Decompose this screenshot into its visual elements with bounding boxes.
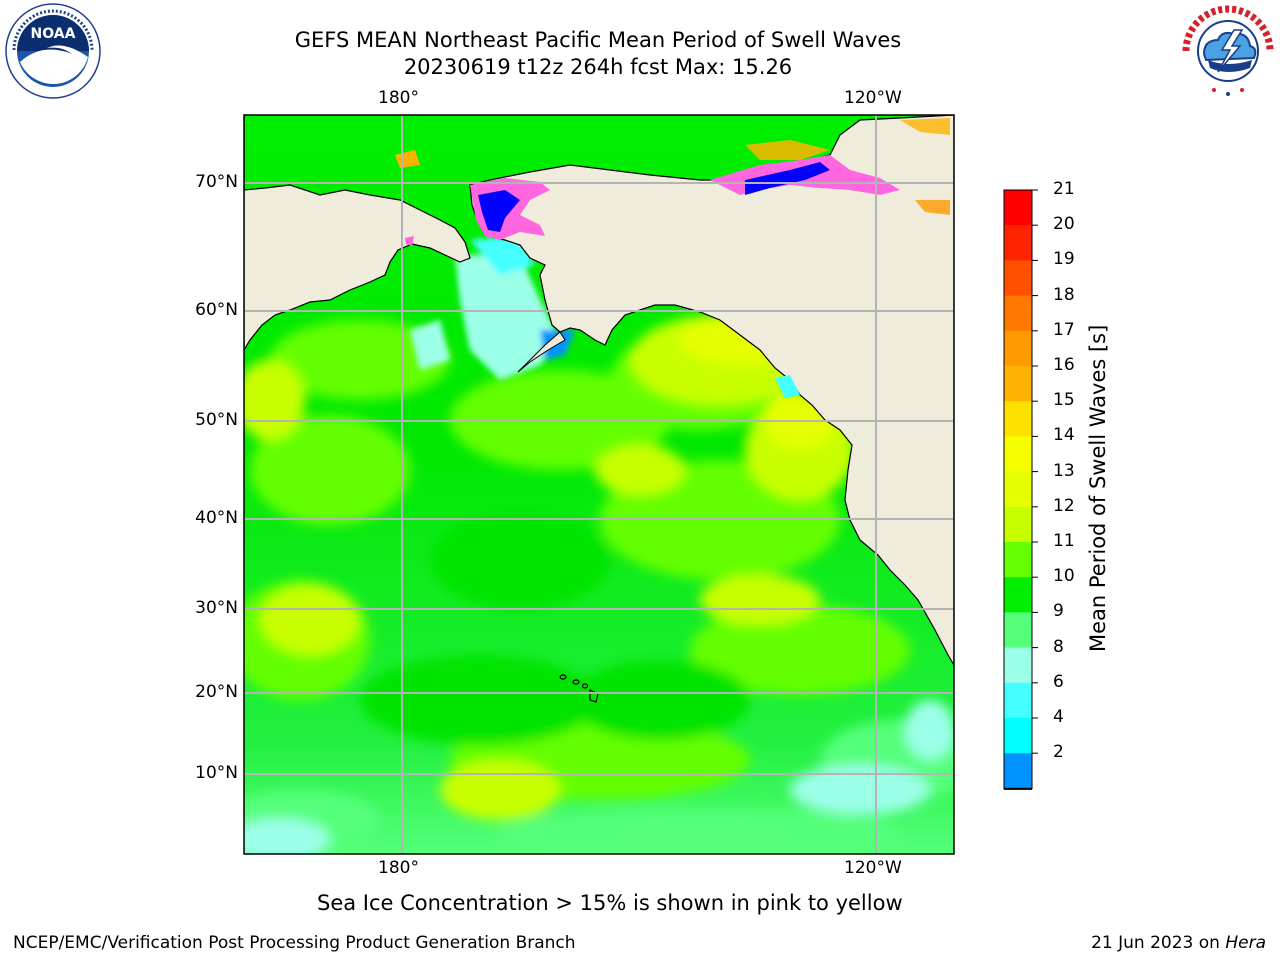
- footer-date-text: 21 Jun 2023 on: [1091, 933, 1226, 953]
- colorbar-tick-label: 8: [1053, 636, 1064, 657]
- footer-credit: NCEP/EMC/Verification Post Processing Pr…: [13, 933, 576, 953]
- colorbar-segment: [1004, 190, 1032, 226]
- colorbar-tick-label: 19: [1053, 249, 1075, 270]
- colorbar-tick-label: 13: [1053, 460, 1075, 481]
- colorbar-segment: [1004, 401, 1032, 437]
- hawaii-islands: [559, 674, 599, 703]
- colorbar-segment: [1004, 612, 1032, 649]
- noaa-logo-icon: NOAA: [5, 3, 101, 99]
- colorbar-segment: [1004, 647, 1032, 684]
- colorbar-tick-label: 9: [1053, 601, 1064, 622]
- chart-subtitle: 20230619 t12z 264h fcst Max: 15.26: [403, 55, 793, 79]
- lon-label-top-180: 180°: [378, 88, 419, 108]
- colorbar-label: Mean Period of Swell Waves [s]: [1086, 324, 1110, 652]
- colorbar-segment: [1004, 718, 1032, 754]
- colorbar-segment: [1004, 577, 1032, 613]
- colorbar-segment: [1004, 366, 1032, 402]
- colorbar-tick-label: 21: [1053, 179, 1075, 199]
- land-north-america: [469, 115, 954, 667]
- lat-label-10n: 10°N: [195, 763, 238, 783]
- lat-label-20n: 20°N: [195, 682, 238, 702]
- bering-low-period: [410, 235, 575, 380]
- chart-title: GEFS MEAN Northeast Pacific Mean Period …: [294, 28, 902, 52]
- sea-ice: [395, 118, 950, 398]
- colorbar-segment: [1004, 295, 1032, 332]
- lat-label-70n: 70°N: [195, 172, 238, 192]
- noaa-logo-text: NOAA: [31, 26, 76, 42]
- footer-date: 21 Jun 2023 on Hera: [1091, 933, 1266, 953]
- graticule: [244, 115, 954, 854]
- colorbar-tick-label: 6: [1053, 671, 1064, 692]
- colorbar-segment: [1004, 436, 1032, 473]
- colorbar-tick-label: 11: [1053, 531, 1075, 551]
- colorbar-segment: [1004, 542, 1032, 578]
- colorbar-tick-label: 17: [1053, 319, 1075, 340]
- colorbar-segment: [1004, 753, 1032, 789]
- lon-label-bottom-180: 180°: [378, 858, 419, 878]
- colorbar-tick-label: 4: [1053, 707, 1064, 727]
- lat-label-60n: 60°N: [195, 300, 238, 320]
- footer-host: Hera: [1225, 933, 1266, 953]
- colorbar-tick-label: 14: [1053, 425, 1075, 446]
- colorbar-segment: [1004, 260, 1032, 297]
- colorbar-tick-label: 15: [1053, 390, 1075, 411]
- lat-label-50n: 50°N: [195, 410, 238, 430]
- colorbar-segment: [1004, 225, 1032, 261]
- colorbar-tick-label: 2: [1053, 742, 1064, 763]
- colorbar-segment: [1004, 682, 1032, 719]
- colorbar-frame: [1003, 189, 1033, 789]
- lon-label-top-120w: 120°W: [844, 88, 902, 108]
- lat-label-30n: 30°N: [195, 598, 238, 618]
- colorbar-tick-label: 18: [1053, 284, 1075, 305]
- colorbar-segment: [1004, 506, 1032, 543]
- colorbar-segment: [1004, 330, 1032, 367]
- lon-label-bottom-120w: 120°W: [844, 858, 902, 878]
- sea-ice-note: Sea Ice Concentration > 15% is shown in …: [317, 891, 903, 915]
- colorbar: [1003, 189, 1038, 790]
- colorbar-segment: [1004, 471, 1032, 508]
- colorbar-tick-label: 16: [1053, 355, 1075, 375]
- map-frame: [243, 114, 955, 855]
- nws-logo-icon: [1182, 5, 1274, 97]
- colorbar-tick-label: 20: [1053, 214, 1075, 235]
- lat-label-40n: 40°N: [195, 508, 238, 528]
- colorbar-tick-label: 10: [1053, 566, 1075, 587]
- colorbar-tick-label: 12: [1053, 495, 1075, 516]
